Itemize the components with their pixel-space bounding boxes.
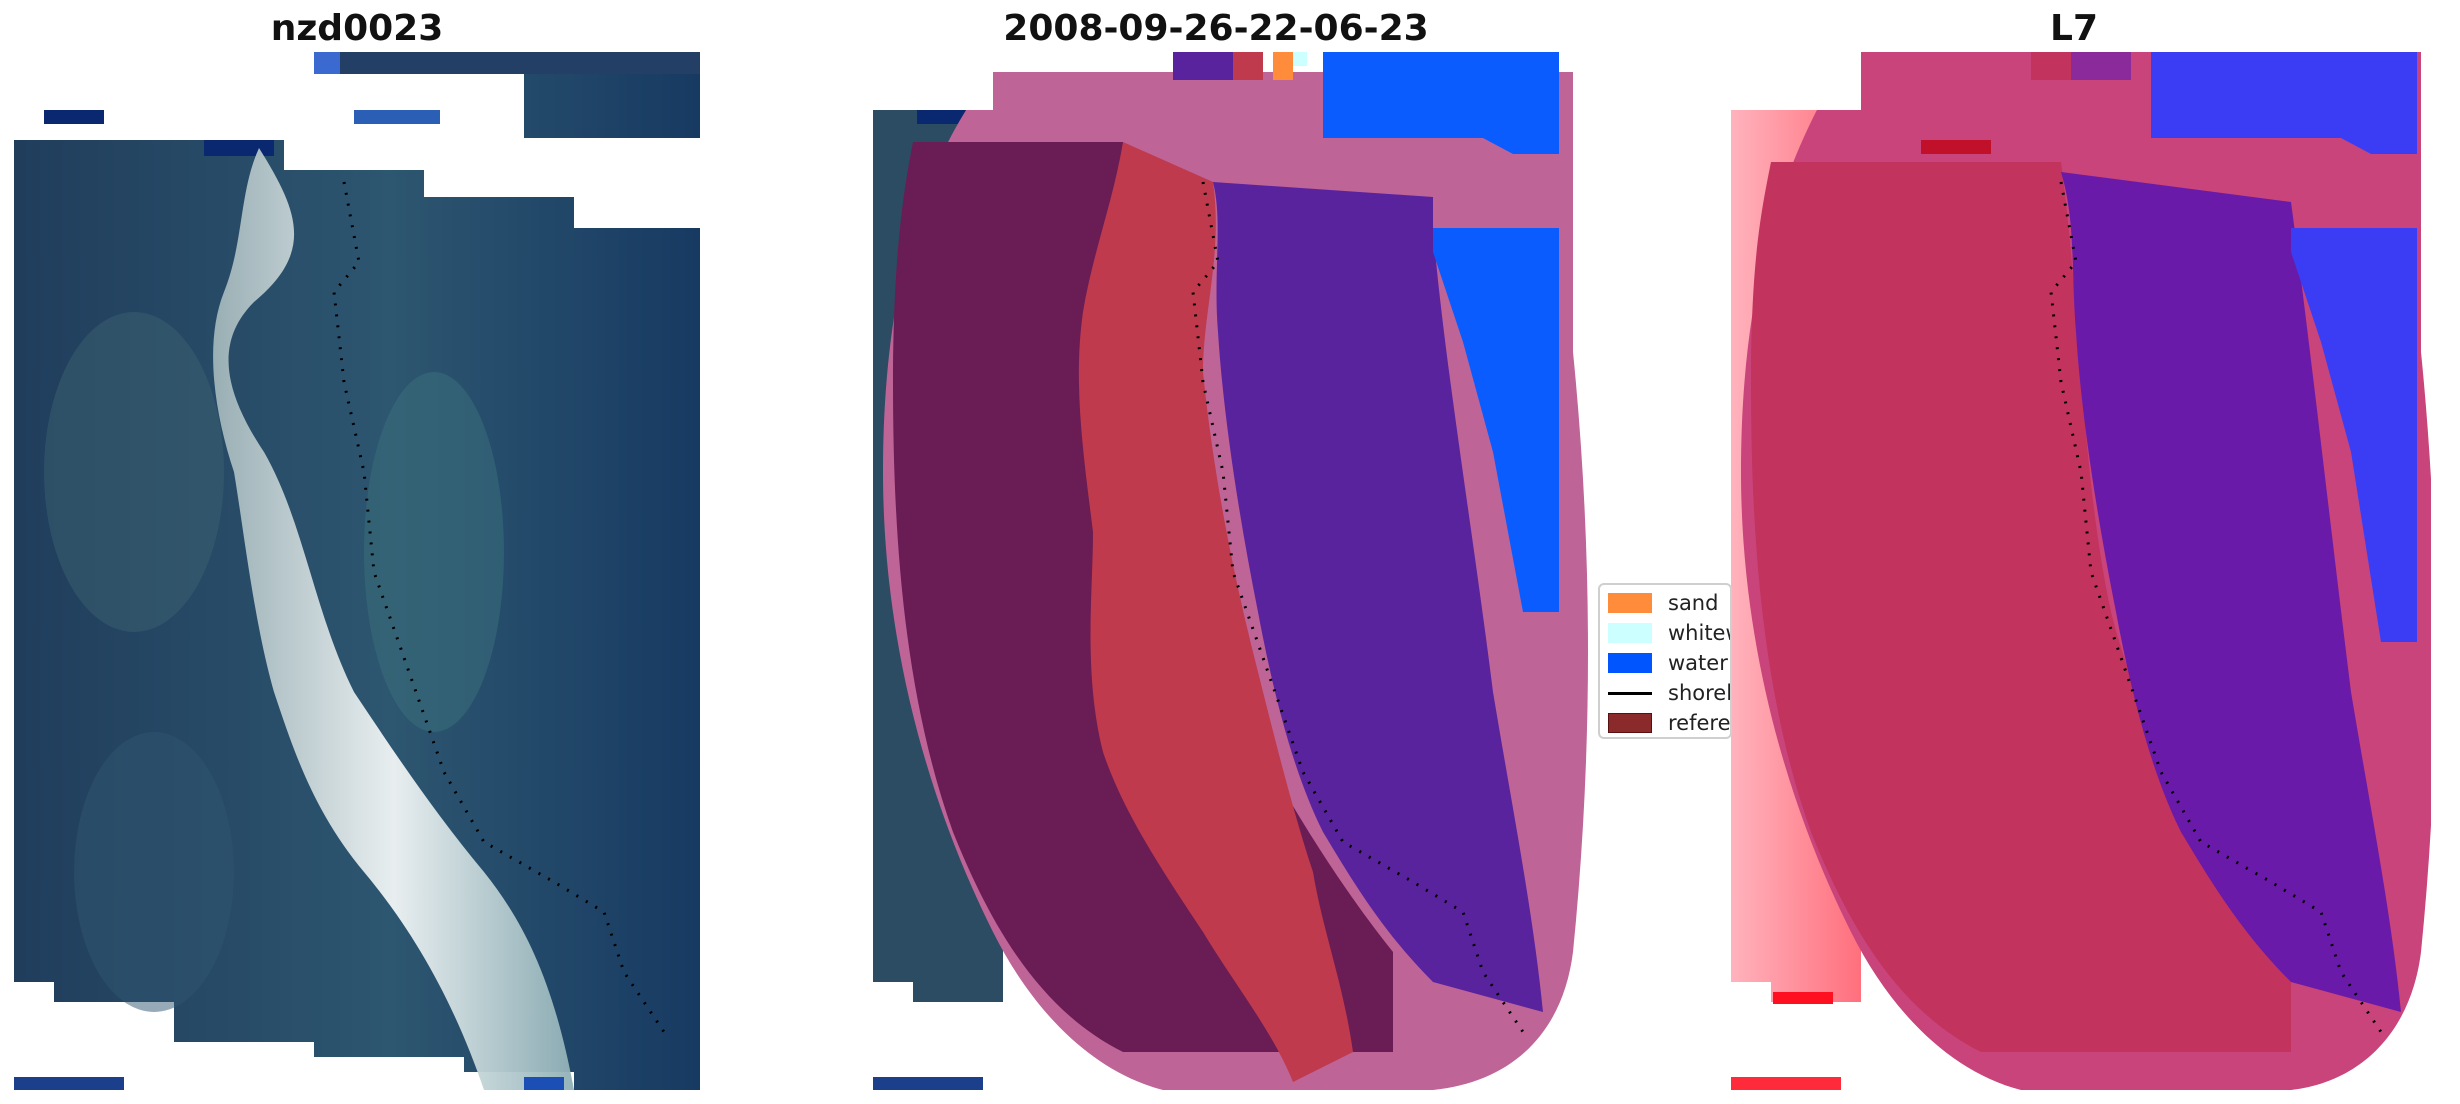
classified-image bbox=[873, 52, 1589, 1090]
legend-item-water: water bbox=[1608, 649, 1728, 677]
water-class bbox=[1323, 52, 1559, 154]
legend-item-shoreline: shoreline bbox=[1608, 679, 1732, 707]
legend-item-sand: sand bbox=[1608, 589, 1718, 617]
panel-title-classified: 2008-09-26-22-06-23 bbox=[1003, 8, 1429, 49]
water-overlay bbox=[1213, 182, 1543, 1012]
land-overlay bbox=[1751, 162, 2291, 1052]
panel-title-rgb: nzd0023 bbox=[270, 8, 444, 49]
water-overlay bbox=[2061, 172, 2401, 1012]
beach-ridge bbox=[213, 148, 574, 1090]
rgb-satellite-image bbox=[14, 52, 700, 1090]
reference-swatch bbox=[1608, 713, 1652, 733]
sand-swatch bbox=[1608, 593, 1652, 613]
sand-overlay bbox=[1078, 142, 1353, 1082]
whitewater-swatch bbox=[1608, 623, 1652, 643]
panel-title-index: L7 bbox=[2050, 8, 2098, 49]
legend-label: shoreline bbox=[1668, 681, 1732, 705]
index-image bbox=[1731, 52, 2431, 1090]
blue-water bbox=[2151, 52, 2417, 154]
legend-item-reference-shoreline: reference shoreline bbox=[1608, 709, 1731, 737]
legend-label: reference shoreline bbox=[1668, 711, 1731, 735]
shoreline-line-swatch bbox=[1608, 691, 1652, 695]
legend-label: sand bbox=[1668, 591, 1719, 615]
legend-label: water bbox=[1668, 651, 1728, 675]
water-swatch bbox=[1608, 653, 1652, 673]
